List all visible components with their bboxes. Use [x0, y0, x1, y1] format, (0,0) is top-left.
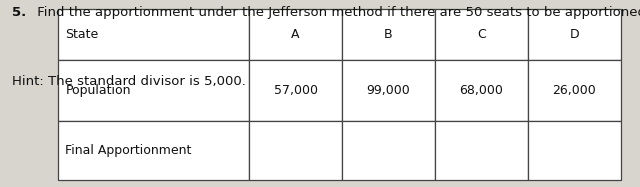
Bar [58, 121, 249, 180]
Text: 68,000: 68,000 [460, 84, 503, 97]
Text: 57,000: 57,000 [273, 84, 317, 97]
Text: D: D [570, 28, 579, 41]
Bar [528, 9, 621, 59]
Text: Find the apportionment under the Jefferson method if there are 50 seats to be ap: Find the apportionment under the Jeffers… [33, 6, 640, 19]
Bar [249, 121, 342, 180]
Bar [342, 9, 435, 59]
Bar [342, 121, 435, 180]
Text: C: C [477, 28, 486, 41]
Bar [435, 59, 528, 121]
Text: 99,000: 99,000 [367, 84, 410, 97]
Text: Final Apportionment: Final Apportionment [65, 144, 191, 157]
Text: 26,000: 26,000 [552, 84, 596, 97]
Bar [528, 121, 621, 180]
Bar [249, 9, 342, 59]
Text: State: State [65, 28, 99, 41]
Text: 5.: 5. [12, 6, 26, 19]
Bar [249, 59, 342, 121]
Text: B: B [384, 28, 393, 41]
Bar [435, 121, 528, 180]
Bar [58, 9, 249, 59]
Bar [342, 59, 435, 121]
Bar [435, 9, 528, 59]
Bar [58, 59, 249, 121]
Bar [528, 59, 621, 121]
Text: A: A [291, 28, 300, 41]
Text: Hint: The standard divisor is 5,000.: Hint: The standard divisor is 5,000. [12, 75, 245, 88]
Text: Population: Population [65, 84, 131, 97]
